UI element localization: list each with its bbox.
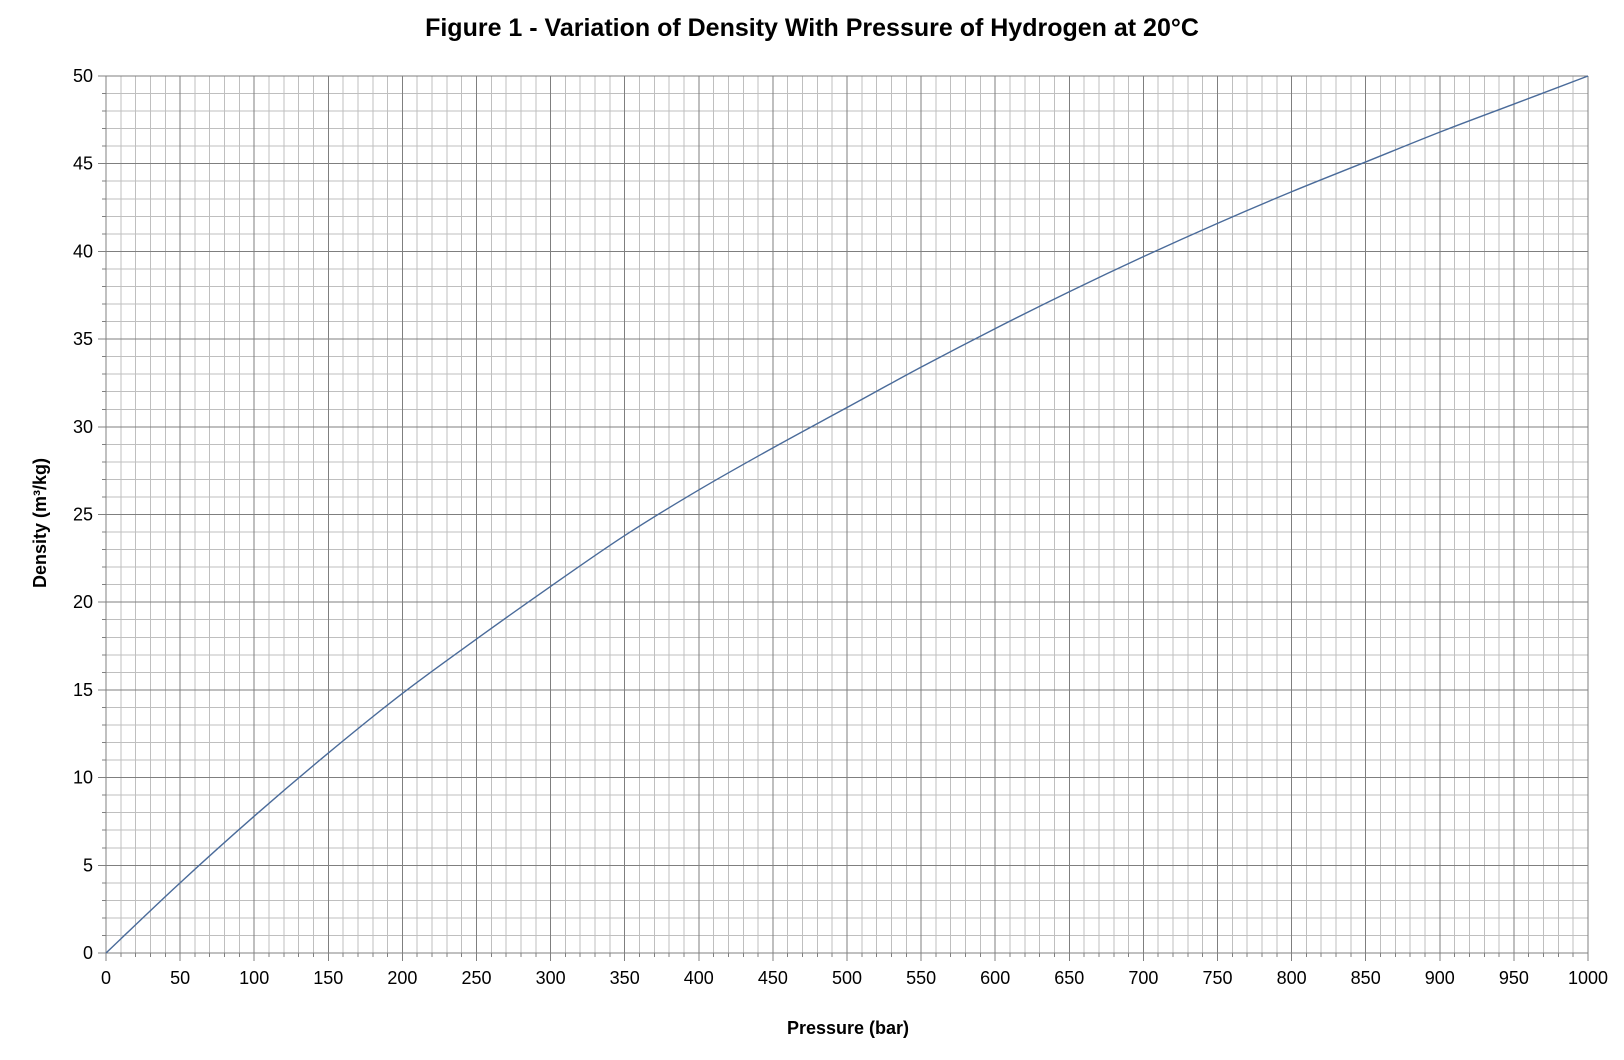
y-tick-labels: 0 5 10 15 20 25 30 35 40 45 50 (73, 66, 93, 963)
y-tick-label: 35 (73, 329, 93, 349)
axis-ticks (98, 75, 1589, 961)
y-tick-label: 10 (73, 768, 93, 788)
series-group (105, 75, 1589, 954)
x-tick-label: 350 (610, 968, 640, 988)
y-tick-label: 50 (73, 66, 93, 86)
x-tick-label: 300 (536, 968, 566, 988)
x-tick-label: 250 (461, 968, 491, 988)
x-tick-label: 950 (1499, 968, 1529, 988)
x-tick-label: 900 (1425, 968, 1455, 988)
x-tick-label: 0 (101, 968, 111, 988)
y-tick-label: 15 (73, 680, 93, 700)
y-tick-label: 45 (73, 154, 93, 174)
y-tick-label: 20 (73, 592, 93, 612)
x-tick-label: 650 (1054, 968, 1084, 988)
x-tick-label: 600 (980, 968, 1010, 988)
major-gridlines (105, 75, 1589, 954)
x-tick-labels: 0 50 100 150 200 250 300 350 400 450 500 550 600 650 7… (101, 968, 1608, 988)
y-tick-label: 5 (83, 855, 93, 875)
y-tick-label: 25 (73, 505, 93, 525)
x-tick-label: 200 (387, 968, 417, 988)
series-line (105, 75, 1589, 954)
x-tick-label: 500 (832, 968, 862, 988)
x-tick-label: 100 (239, 968, 269, 988)
x-tick-label: 1000 (1568, 968, 1608, 988)
x-axis-title: Pressure (bar) (787, 1018, 909, 1038)
x-tick-label: 150 (313, 968, 343, 988)
y-tick-label: 30 (73, 417, 93, 437)
x-tick-label: 800 (1277, 968, 1307, 988)
y-tick-label: 40 (73, 241, 93, 261)
y-tick-label: 0 (83, 943, 93, 963)
y-axis-title: Density (m³/kg) (30, 458, 50, 588)
x-tick-label: 50 (170, 968, 190, 988)
x-tick-label: 700 (1128, 968, 1158, 988)
chart-title: Figure 1 - Variation of Density With Pre… (425, 14, 1199, 42)
x-tick-label: 450 (758, 968, 788, 988)
x-tick-label: 850 (1351, 968, 1381, 988)
x-tick-label: 750 (1202, 968, 1232, 988)
x-tick-label: 550 (906, 968, 936, 988)
x-tick-label: 400 (684, 968, 714, 988)
